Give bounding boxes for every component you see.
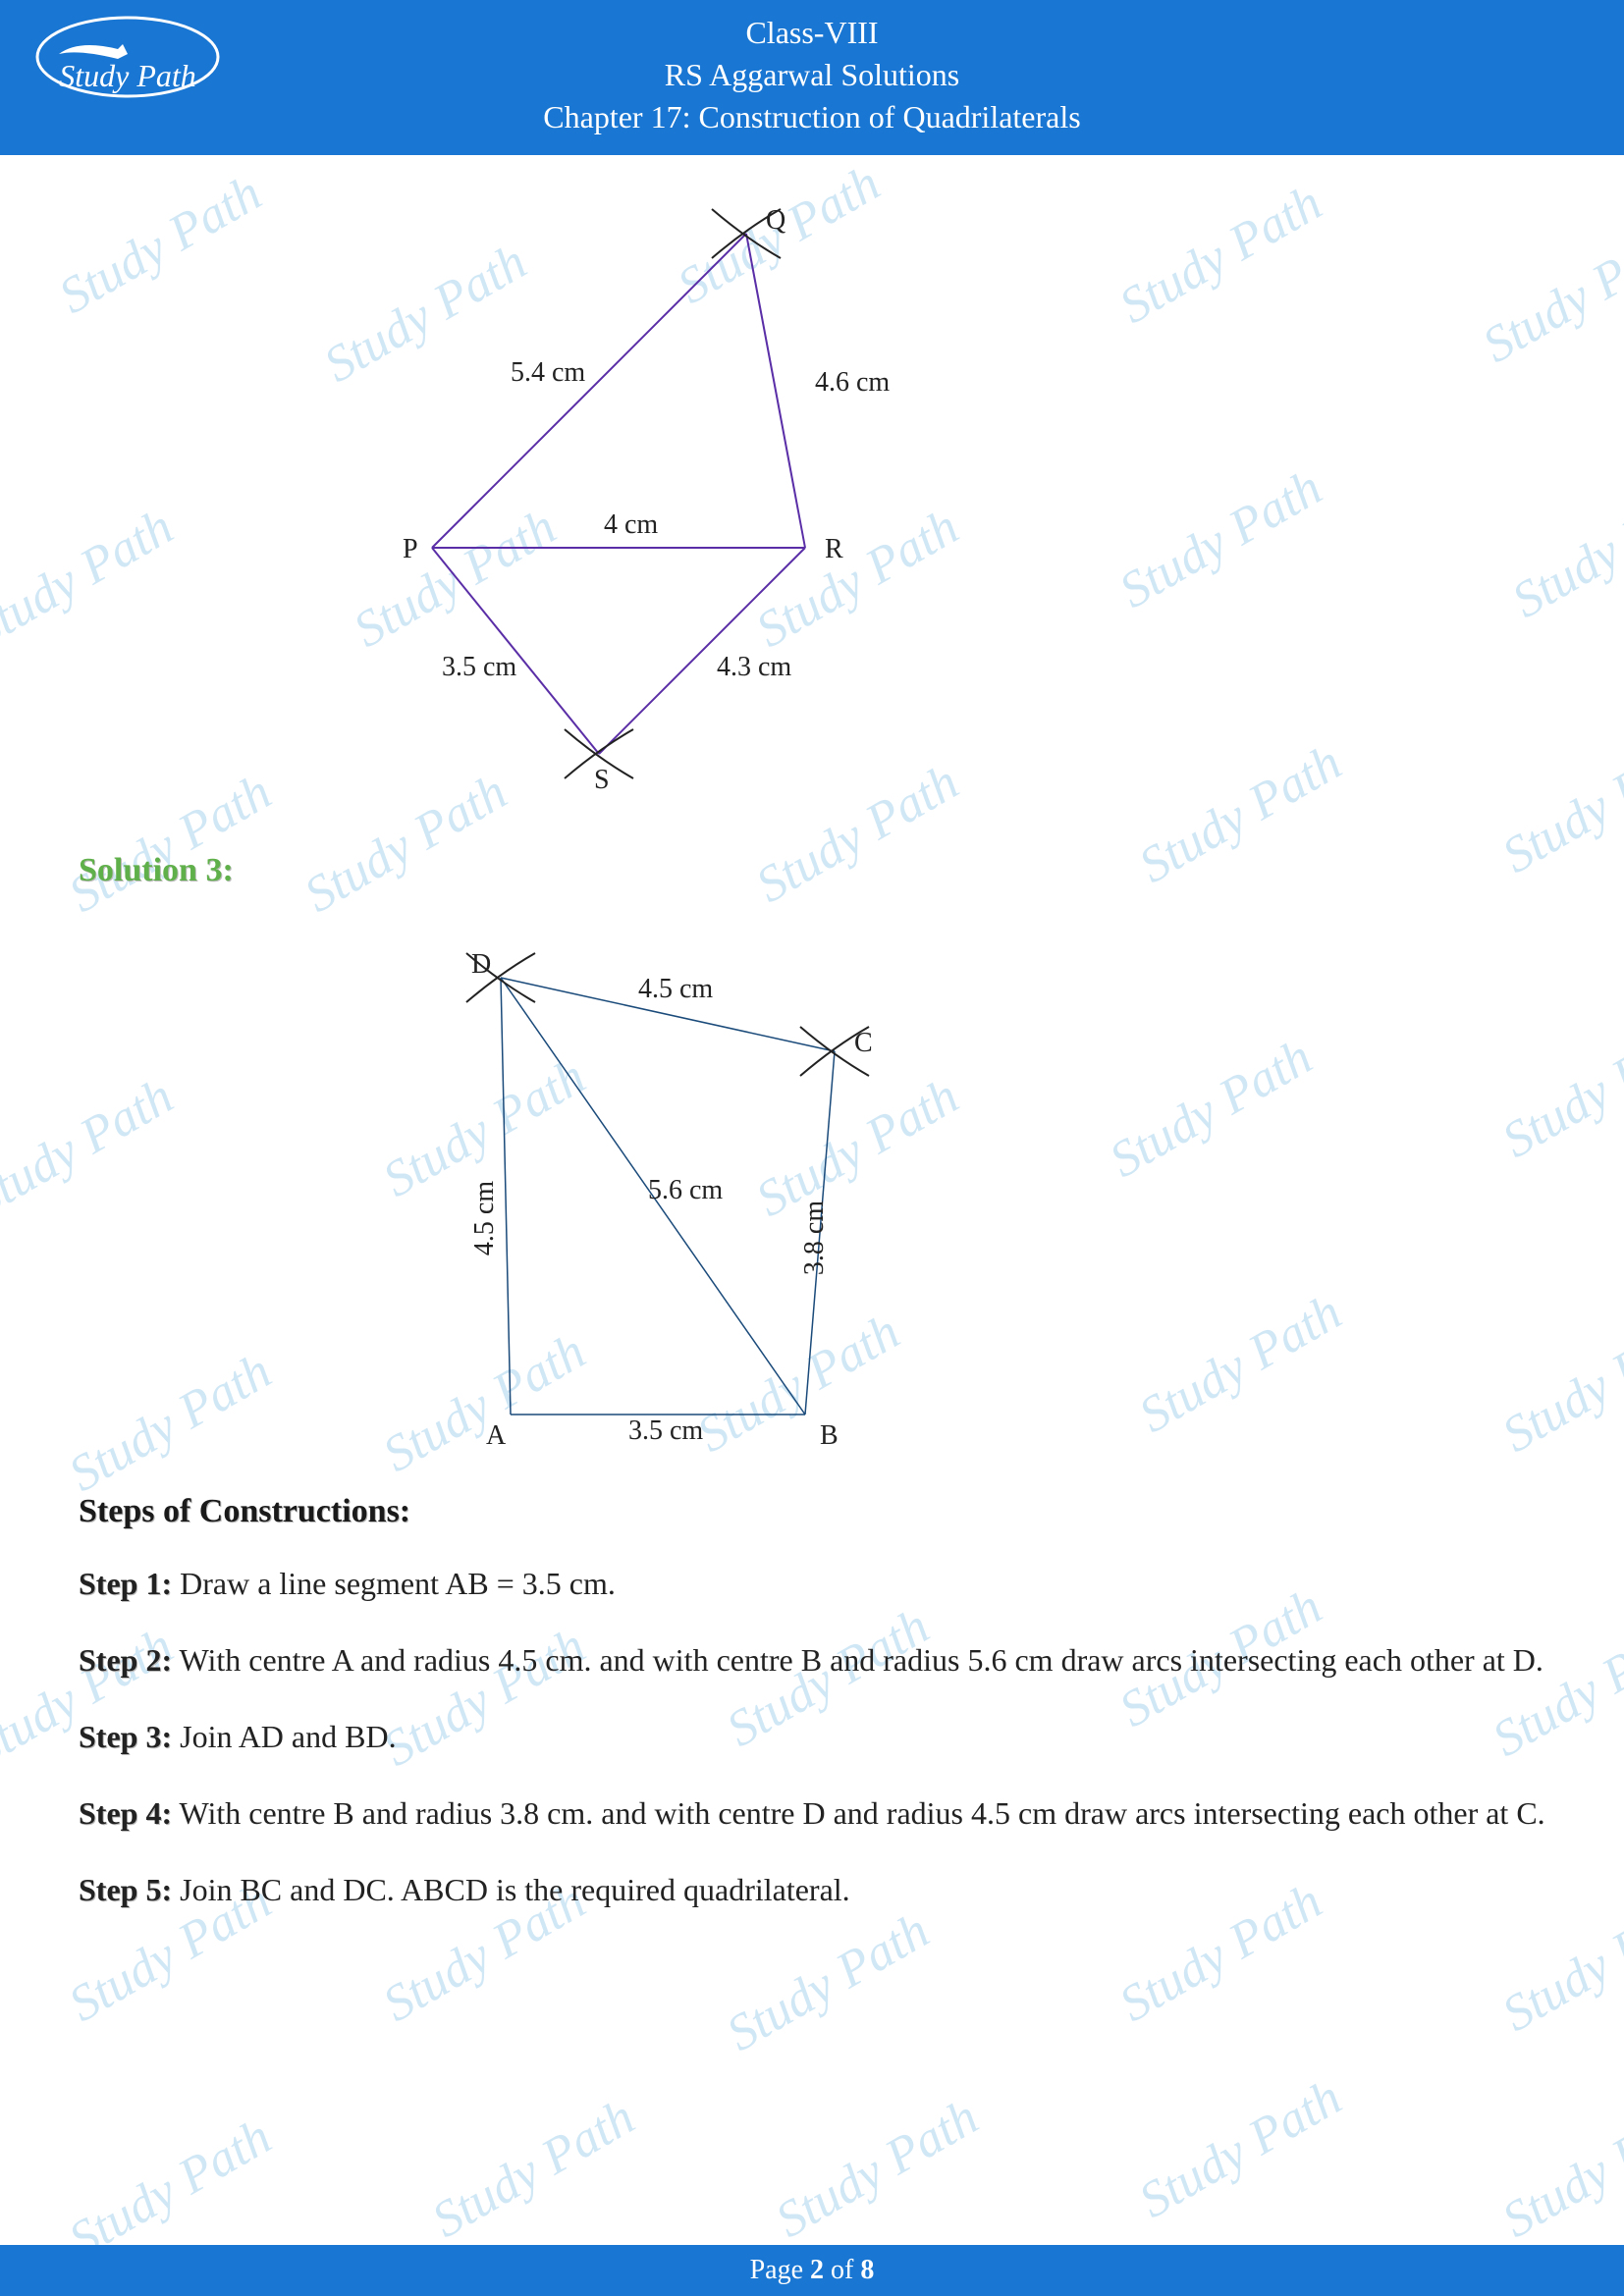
step-row: Step 3: Join AD and BD. [79, 1713, 1545, 1760]
footer-sep: of [824, 2255, 860, 2285]
step-row: Step 1: Draw a line segment AB = 3.5 cm. [79, 1560, 1545, 1607]
page-content: 5.4 cm 4.6 cm 4 cm 3.5 cm 4.3 cm P Q R S Solutio… [0, 155, 1624, 1913]
study-path-logo: Study Path [29, 10, 226, 108]
svg-text:4 cm: 4 cm [604, 509, 658, 540]
svg-text:R: R [825, 534, 843, 564]
svg-text:4.3 cm: 4.3 cm [717, 652, 791, 682]
diagram-abcd: 3.5 cm 3.8 cm 4.5 cm 4.5 cm 5.6 cm A B C D [373, 904, 962, 1464]
svg-text:C: C [854, 1028, 873, 1058]
page-footer: Page 2 of 8 [0, 2245, 1624, 2296]
step-text: Join BC and DC. ABCD is the required qua… [172, 1872, 850, 1907]
svg-text:B: B [820, 1420, 839, 1451]
watermark-text: Study Path [1129, 2068, 1351, 2229]
watermark-text: Study Path [766, 2088, 988, 2249]
step-row: Step 4: With centre B and radius 3.8 cm.… [79, 1789, 1545, 1837]
step-row: Step 2: With centre A and radius 4.5 cm.… [79, 1636, 1545, 1683]
svg-text:A: A [486, 1420, 507, 1451]
svg-text:3.5 cm: 3.5 cm [628, 1415, 703, 1446]
svg-text:4.5 cm: 4.5 cm [469, 1180, 500, 1255]
step-row: Step 5: Join BC and DC. ABCD is the requ… [79, 1866, 1545, 1913]
step-text: With centre A and radius 4.5 cm. and wit… [172, 1642, 1543, 1678]
watermark-text: Study Path [1492, 2088, 1624, 2249]
header-chapter: Chapter 17: Construction of Quadrilatera… [0, 96, 1624, 138]
watermark-text: Study Path [422, 2088, 644, 2249]
svg-text:3.5 cm: 3.5 cm [442, 652, 516, 682]
steps-list: Step 1: Draw a line segment AB = 3.5 cm.… [79, 1560, 1545, 1913]
svg-text:S: S [594, 765, 610, 795]
diagram-pqrs: 5.4 cm 4.6 cm 4 cm 3.5 cm 4.3 cm P Q R S [314, 194, 1001, 823]
svg-text:Q: Q [766, 205, 785, 236]
svg-text:Study Path: Study Path [59, 58, 196, 93]
svg-text:P: P [403, 534, 418, 564]
steps-heading: Steps of Constructions: [79, 1493, 1545, 1530]
solution-3-heading: Solution 3: [79, 852, 1545, 889]
page-header: Study Path Class-VIII RS Aggarwal Soluti… [0, 0, 1624, 155]
step-text: With centre B and radius 3.8 cm. and wit… [172, 1795, 1545, 1831]
svg-text:5.4 cm: 5.4 cm [511, 357, 585, 388]
header-class: Class-VIII [0, 12, 1624, 54]
step-label: Step 3: [79, 1719, 172, 1754]
step-label: Step 1: [79, 1566, 172, 1601]
step-text: Join AD and BD. [172, 1719, 396, 1754]
footer-current-page: 2 [810, 2255, 824, 2285]
svg-text:4.6 cm: 4.6 cm [815, 367, 890, 398]
svg-text:3.8 cm: 3.8 cm [799, 1200, 830, 1274]
svg-text:4.5 cm: 4.5 cm [638, 974, 713, 1004]
svg-text:D: D [471, 949, 491, 980]
footer-total-pages: 8 [860, 2255, 874, 2285]
step-label: Step 5: [79, 1872, 172, 1907]
step-label: Step 2: [79, 1642, 172, 1678]
step-text: Draw a line segment AB = 3.5 cm. [172, 1566, 616, 1601]
watermark-text: Study Path [717, 1901, 939, 2062]
step-label: Step 4: [79, 1795, 172, 1831]
header-book: RS Aggarwal Solutions [0, 54, 1624, 96]
svg-text:5.6 cm: 5.6 cm [648, 1175, 723, 1205]
footer-prefix: Page [750, 2255, 810, 2285]
